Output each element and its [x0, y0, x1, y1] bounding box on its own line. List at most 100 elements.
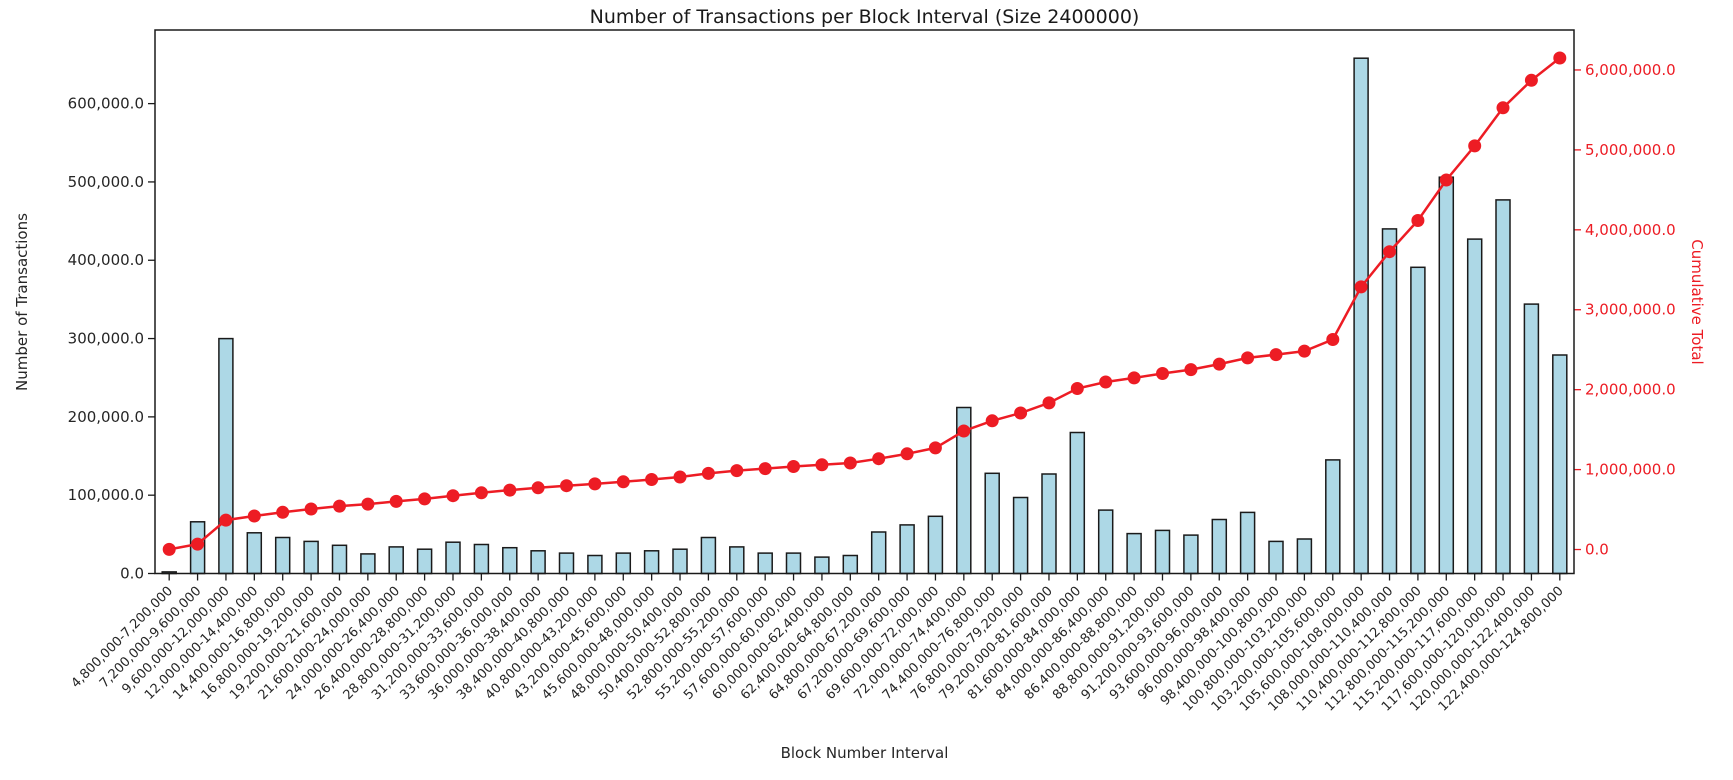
cumulative-point: [985, 414, 999, 428]
y-axis-label-left: Number of Transactions: [13, 213, 31, 391]
bar: [700, 536, 717, 575]
cumulative-point: [219, 513, 233, 527]
bar: [331, 544, 348, 575]
cumulative-point: [1099, 375, 1113, 389]
cumulative-point: [588, 477, 602, 491]
cumulative-point: [1212, 357, 1226, 371]
y-right-tick-label: 2,000,000.0: [1585, 381, 1676, 399]
cumulative-point: [1524, 73, 1538, 87]
cumulative-line: [168, 57, 1561, 551]
bar: [1552, 354, 1568, 575]
bar: [672, 548, 688, 575]
cumulative-point: [1383, 245, 1396, 259]
cumulative-point: [247, 509, 261, 523]
bar: [1381, 228, 1398, 575]
bar: [870, 531, 887, 575]
y-right-tick-label: 3,000,000.0: [1585, 301, 1676, 319]
bar: [899, 524, 915, 575]
cumulative-point: [928, 441, 942, 455]
cumulative-point: [730, 464, 744, 478]
cumulative-point: [673, 470, 687, 484]
y-right-tick-label: 6,000,000.0: [1585, 61, 1676, 79]
bar: [814, 556, 830, 575]
bar: [558, 552, 575, 575]
bar: [416, 548, 433, 575]
y-right-tick-label: 0.0: [1585, 541, 1609, 559]
bar: [530, 550, 546, 575]
bar: [1183, 534, 1199, 575]
cumulative-point: [474, 486, 488, 500]
bar: [1012, 496, 1029, 575]
y-left-tick-label: 500,000.0: [68, 173, 144, 191]
bar: [473, 543, 490, 575]
bar: [927, 515, 944, 575]
bar: [984, 472, 1000, 575]
cumulative-point: [616, 475, 630, 489]
y-left-tick-label: 400,000.0: [68, 251, 144, 269]
cumulative-point: [304, 502, 318, 516]
bar: [1353, 57, 1369, 575]
bar: [502, 546, 518, 575]
cumulative-point: [787, 460, 800, 473]
cumulative-point: [758, 462, 772, 476]
x-axis-label: Block Number Interval: [780, 744, 949, 762]
y-left-tick-label: 200,000.0: [68, 408, 144, 426]
cumulative-point: [389, 494, 403, 508]
cumulative-point: [1411, 214, 1425, 227]
cumulative-point: [503, 483, 517, 497]
cumulative-point: [1269, 348, 1283, 362]
bar: [785, 552, 802, 575]
bar: [842, 554, 859, 575]
cumulative-point: [361, 497, 375, 511]
cumulative-point: [843, 456, 857, 470]
cumulative-point: [1439, 173, 1453, 187]
bar: [1523, 303, 1540, 575]
bar: [1495, 199, 1511, 575]
cumulative-point: [1496, 101, 1510, 115]
cumulative-point: [645, 473, 659, 486]
cumulative-point: [560, 479, 573, 493]
cumulative-point: [1354, 280, 1368, 294]
cumulative-point: [701, 466, 715, 480]
cumulative-point: [1241, 351, 1255, 365]
bar: [1154, 529, 1171, 575]
bar: [1466, 238, 1483, 575]
cumulative-point: [1326, 333, 1340, 346]
bar: [246, 532, 263, 575]
y-left-tick-label: 300,000.0: [68, 330, 144, 348]
cumulative-point: [815, 458, 829, 472]
bar: [1325, 459, 1341, 575]
cumulative-point: [276, 505, 290, 519]
cumulative-point: [162, 542, 176, 556]
bar: [757, 552, 773, 575]
y-left-tick-label: 100,000.0: [68, 486, 144, 504]
chart-title: Number of Transactions per Block Interva…: [589, 6, 1140, 28]
cumulative-point: [900, 447, 914, 461]
cumulative-point: [1070, 382, 1084, 395]
cumulative-point: [1553, 51, 1567, 65]
cumulative-point: [333, 499, 346, 513]
y-axis-label-right: Cumulative Total: [1688, 239, 1706, 365]
bar: [1211, 518, 1228, 575]
bar: [643, 550, 660, 575]
cumulative-point: [872, 452, 886, 466]
bar: [274, 536, 291, 575]
bar: [303, 540, 319, 575]
bar: [445, 541, 461, 575]
cumulative-point: [1156, 367, 1169, 380]
cumulative-point: [1014, 406, 1028, 420]
bar: [615, 552, 632, 575]
y-right-tick-label: 5,000,000.0: [1585, 141, 1676, 159]
cumulative-point: [1184, 363, 1198, 377]
cumulative-point: [957, 424, 971, 438]
cumulative-point: [191, 537, 205, 551]
bar: [729, 546, 745, 575]
bar: [1410, 266, 1426, 575]
bar: [388, 546, 404, 575]
bar: [1097, 509, 1114, 575]
bar: [360, 553, 376, 575]
y-left-tick-label: 0.0: [120, 565, 144, 583]
bar: [1239, 511, 1256, 575]
